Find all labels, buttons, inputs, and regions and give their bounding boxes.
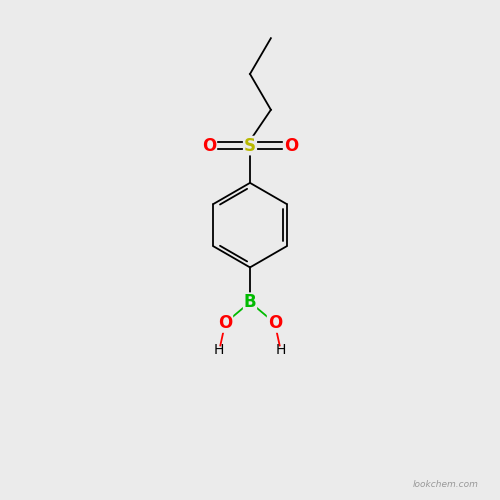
Text: lookchem.com: lookchem.com — [413, 480, 478, 488]
Text: H: H — [214, 344, 224, 357]
Text: O: O — [284, 136, 298, 154]
Text: O: O — [202, 136, 216, 154]
Text: S: S — [244, 136, 256, 154]
Text: O: O — [218, 314, 232, 332]
Text: H: H — [276, 344, 286, 357]
Text: O: O — [268, 314, 282, 332]
Text: B: B — [244, 293, 256, 311]
